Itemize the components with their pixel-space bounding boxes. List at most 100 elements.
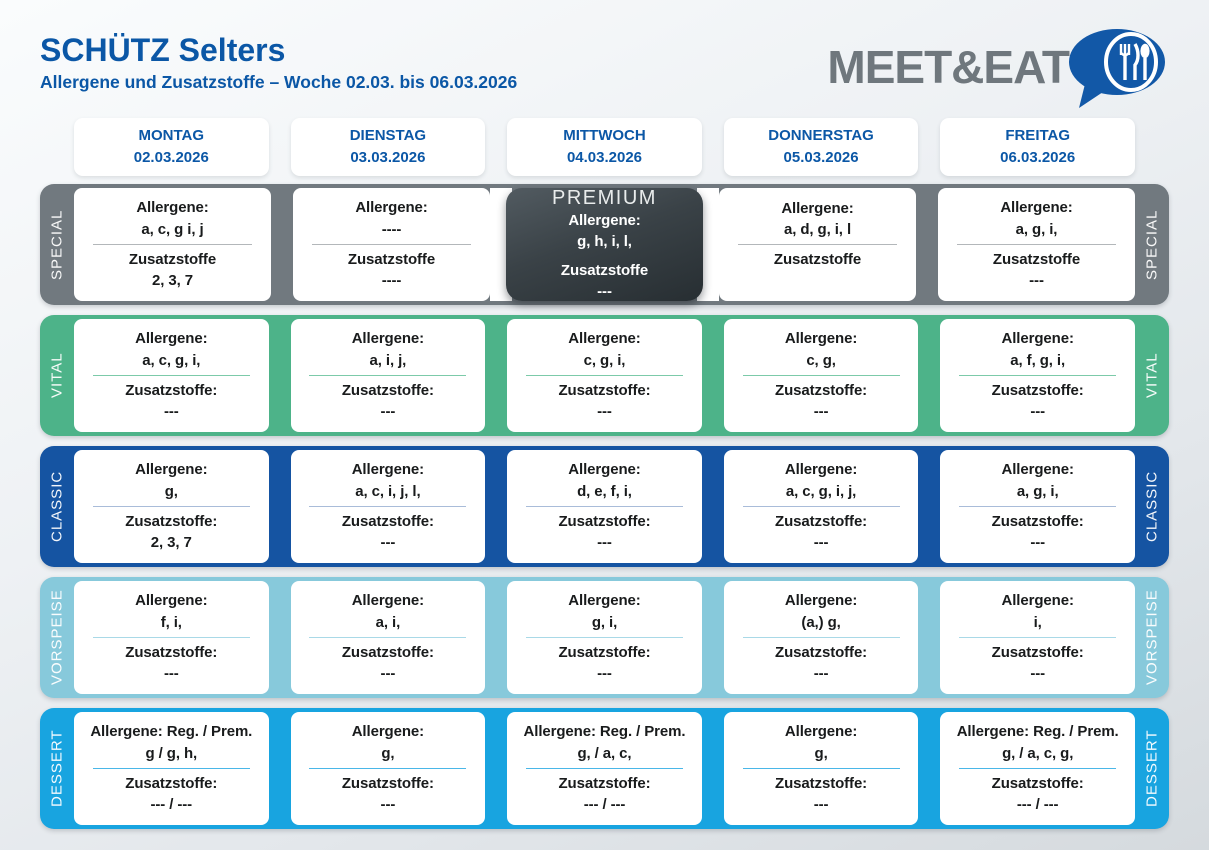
cell-divider bbox=[737, 244, 898, 246]
column-gap bbox=[485, 581, 507, 694]
zusatzstoffe-label: Zusatzstoffe: bbox=[341, 775, 434, 792]
allergene-value: ---- bbox=[381, 220, 402, 238]
zusatzstoffe-value: --- / --- bbox=[1016, 796, 1059, 814]
allergene-label: Allergene: bbox=[568, 330, 641, 348]
zusatzstoffe-label: Zusatzstoffe: bbox=[775, 382, 868, 399]
cell-divider bbox=[742, 506, 900, 507]
row-label-right: CLASSIC bbox=[1135, 450, 1169, 563]
cell-divider bbox=[525, 637, 684, 638]
cell-divider bbox=[525, 375, 684, 376]
row-label-left: VORSPEISE bbox=[40, 581, 74, 694]
menu-cell-vorspeise-4: Allergene: i, Zusatzstoffe: --- bbox=[940, 581, 1135, 694]
zusatzstoffe-label: Zusatzstoffe bbox=[347, 251, 436, 268]
menu-cell-special-4: Allergene: a, g, i, Zusatzstoffe --- bbox=[938, 188, 1135, 301]
column-gap bbox=[485, 319, 507, 432]
zusatzstoffe-label: Zusatzstoffe: bbox=[991, 382, 1084, 399]
row-label-text: SPECIAL bbox=[48, 209, 66, 280]
zusatzstoffe-value: --- bbox=[1030, 403, 1046, 421]
row-label-text: DESSERT bbox=[48, 729, 66, 808]
cell-divider bbox=[309, 506, 467, 507]
zusatzstoffe-value: --- bbox=[163, 665, 179, 683]
zusatzstoffe-value: --- bbox=[1029, 272, 1044, 290]
header-gap bbox=[269, 118, 291, 176]
zusatzstoffe-value: --- / --- bbox=[583, 796, 626, 814]
cell-divider bbox=[742, 768, 900, 769]
zusatzstoffe-value: --- bbox=[813, 403, 829, 421]
allergene-value: a, c, g, i, j, bbox=[785, 482, 857, 500]
cell-divider bbox=[956, 244, 1117, 245]
allergene-label: Allergene: bbox=[135, 461, 208, 479]
allergene-value: (a,) g, bbox=[801, 613, 841, 631]
zusatzstoffe-value: --- bbox=[597, 403, 612, 421]
speech-bubble-cutlery-icon bbox=[1069, 29, 1165, 108]
day-header-3: DONNERSTAG 05.03.2026 bbox=[723, 118, 919, 176]
menu-cell-special-0: Allergene: a, c, g i, j Zusatzstoffe 2, 3, … bbox=[74, 188, 271, 301]
zusatzstoffe-value: ---- bbox=[381, 272, 402, 290]
menu-cell-classic-3: Allergene: a, c, g, i, j, Zusatzstoffe: --- bbox=[723, 450, 919, 563]
cell-divider bbox=[92, 506, 250, 507]
column-gap bbox=[916, 188, 938, 301]
logo-wordmark: MEET&EAT bbox=[827, 41, 1070, 93]
zusatzstoffe-label: Zusatzstoffe: bbox=[125, 382, 218, 399]
allergene-label: Allergene: bbox=[1001, 330, 1074, 348]
zusatzstoffe-label: Zusatzstoffe: bbox=[558, 644, 651, 661]
allergene-label: Allergene: bbox=[136, 199, 209, 217]
zusatzstoffe-label: Zusatzstoffe: bbox=[991, 775, 1084, 792]
allergene-label: Allergene: bbox=[568, 212, 641, 229]
cell-divider bbox=[959, 768, 1117, 769]
allergene-value: a, g, i, bbox=[1016, 482, 1059, 500]
meet-and-eat-logo: MEET&EAT bbox=[827, 24, 1167, 110]
allergene-value: d, e, f, i, bbox=[577, 482, 632, 500]
cell-divider bbox=[525, 768, 684, 769]
day-header-1: DIENSTAG 03.03.2026 bbox=[290, 118, 486, 176]
row-label-right: VORSPEISE bbox=[1135, 581, 1169, 694]
day-header-row: MONTAG 02.03.2026 DIENSTAG 03.03.2026 MITTWO… bbox=[40, 118, 1169, 176]
column-gap bbox=[918, 712, 940, 825]
allergene-value: g, / a, c, g, bbox=[1002, 744, 1074, 762]
column-gap bbox=[918, 450, 940, 563]
allergene-value: g, bbox=[814, 744, 828, 762]
menu-cell-vorspeise-3: Allergene: (a,) g, Zusatzstoffe: --- bbox=[723, 581, 919, 694]
header-gap bbox=[918, 118, 940, 176]
row-label-text: SPECIAL bbox=[1143, 209, 1161, 280]
page-subtitle: Allergene und Zusatzstoffe – Woche 02.03… bbox=[40, 72, 518, 92]
menu-cell-classic-4: Allergene: a, g, i, Zusatzstoffe: --- bbox=[940, 450, 1135, 563]
row-label-right: SPECIAL bbox=[1135, 188, 1169, 301]
menu-cell-vital-2: Allergene: c, g, i, Zusatzstoffe: --- bbox=[507, 319, 702, 432]
menu-cell-classic-0: Allergene: g, Zusatzstoffe: 2, 3, 7 bbox=[74, 450, 269, 563]
row-label-text: CLASSIC bbox=[48, 470, 66, 543]
zusatzstoffe-value: --- bbox=[1030, 665, 1046, 683]
cell-divider bbox=[959, 375, 1117, 376]
menu-cell-vorspeise-2: Allergene: g, i, Zusatzstoffe: --- bbox=[507, 581, 702, 694]
day-header-4: FREITAG 06.03.2026 bbox=[940, 118, 1135, 176]
menu-cell-dessert-1: Allergene: g, Zusatzstoffe: --- bbox=[290, 712, 486, 825]
menu-cell-dessert-3: Allergene: g, Zusatzstoffe: --- bbox=[723, 712, 919, 825]
cell-divider bbox=[742, 637, 900, 638]
menu-cell-dessert-2: Allergene: Reg. / Prem. g, / a, c, Zusatzs… bbox=[507, 712, 702, 825]
menu-cell-dessert-0: Allergene: Reg. / Prem. g / g, h, Zusatzst… bbox=[74, 712, 269, 825]
zusatzstoffe-label: Zusatzstoffe: bbox=[775, 513, 868, 530]
row-label-text: CLASSIC bbox=[1143, 470, 1161, 543]
cell-divider bbox=[959, 637, 1117, 638]
day-name: FREITAG bbox=[1005, 127, 1071, 145]
allergene-label: Allergene: bbox=[355, 199, 428, 217]
cell-divider bbox=[742, 375, 900, 376]
zusatzstoffe-value: --- bbox=[380, 403, 396, 421]
zusatzstoffe-value: --- bbox=[813, 665, 829, 683]
zusatzstoffe-value: --- bbox=[163, 403, 179, 421]
menu-row-dessert: DESSERT Allergene: Reg. / Prem. g / g, h, Z… bbox=[40, 708, 1169, 829]
column-gap bbox=[702, 581, 724, 694]
menu-row-vital: VITAL Allergene: a, c, g, i, Zusatzstoffe: -… bbox=[40, 315, 1169, 436]
allergene-value: a, i, j, bbox=[369, 351, 407, 369]
menu-table: SPECIAL Allergene: a, c, g i, j Zusatzstoff… bbox=[40, 184, 1169, 829]
row-label-left: DESSERT bbox=[40, 712, 74, 825]
allergene-label: Allergene: bbox=[351, 592, 425, 610]
zusatzstoffe-value: --- bbox=[813, 796, 829, 814]
menu-cell-special-1: Allergene: ---- Zusatzstoffe ---- bbox=[293, 188, 490, 301]
day-date: 06.03.2026 bbox=[1000, 149, 1076, 166]
allergene-label: Allergene: bbox=[1001, 592, 1074, 610]
zusatzstoffe-value: --- / --- bbox=[150, 796, 193, 814]
menu-cell-special-3: Allergene: a, d, g, i, l Zusatzstoffe bbox=[719, 188, 916, 301]
menu-row-special: SPECIAL Allergene: a, c, g i, j Zusatzstoff… bbox=[40, 184, 1169, 305]
